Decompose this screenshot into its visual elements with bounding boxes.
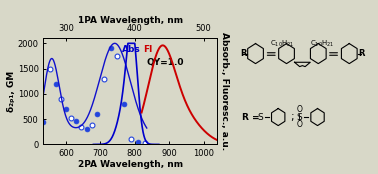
Y-axis label: Absorb., Fluoresc., a.u.: Absorb., Fluoresc., a.u. <box>220 32 229 150</box>
Text: ;: ; <box>290 112 294 122</box>
Text: Abs: Abs <box>122 45 140 54</box>
Text: S: S <box>257 113 263 122</box>
Text: O: O <box>296 120 302 129</box>
Text: O: O <box>296 105 302 114</box>
X-axis label: 1PA Wavelength, nm: 1PA Wavelength, nm <box>78 16 183 25</box>
Y-axis label: δ₂ₚ₁, GM: δ₂ₚ₁, GM <box>7 71 16 112</box>
Text: R =: R = <box>242 113 260 122</box>
Text: R: R <box>358 49 365 58</box>
Text: C$_{10}$H$_{21}$: C$_{10}$H$_{21}$ <box>310 38 335 49</box>
Text: Fl: Fl <box>143 45 153 54</box>
Text: R: R <box>240 49 247 58</box>
Text: C$_{10}$H$_{21}$: C$_{10}$H$_{21}$ <box>270 38 295 49</box>
Text: S: S <box>296 113 302 122</box>
Text: QY=1.0: QY=1.0 <box>146 58 184 67</box>
X-axis label: 2PA Wavelength, nm: 2PA Wavelength, nm <box>78 160 183 169</box>
